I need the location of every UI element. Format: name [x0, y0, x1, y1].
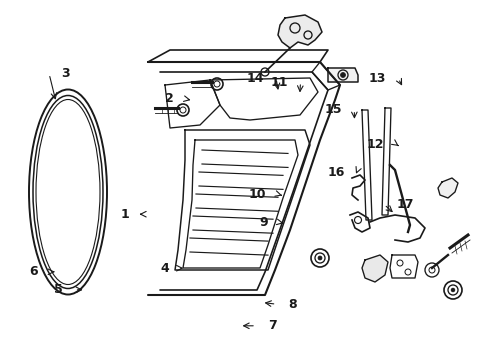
Text: 5: 5 — [54, 283, 62, 296]
Polygon shape — [327, 68, 357, 82]
Text: 13: 13 — [368, 72, 386, 85]
Circle shape — [340, 72, 345, 77]
Text: 16: 16 — [326, 166, 344, 179]
Text: 11: 11 — [270, 76, 288, 89]
Text: 14: 14 — [246, 72, 264, 85]
Text: 17: 17 — [395, 198, 413, 211]
Text: 15: 15 — [324, 103, 342, 116]
Polygon shape — [437, 178, 457, 198]
Text: 2: 2 — [164, 93, 173, 105]
Polygon shape — [278, 15, 321, 48]
Circle shape — [450, 288, 454, 292]
Text: 1: 1 — [121, 208, 129, 221]
Text: 7: 7 — [267, 319, 276, 332]
Text: 6: 6 — [29, 265, 38, 278]
Text: 3: 3 — [61, 67, 70, 80]
Text: 10: 10 — [248, 188, 266, 201]
Text: 4: 4 — [160, 262, 168, 275]
Polygon shape — [361, 255, 387, 282]
Text: 12: 12 — [366, 138, 383, 150]
Text: 9: 9 — [259, 216, 267, 229]
Circle shape — [317, 256, 321, 260]
Text: 8: 8 — [288, 298, 297, 311]
